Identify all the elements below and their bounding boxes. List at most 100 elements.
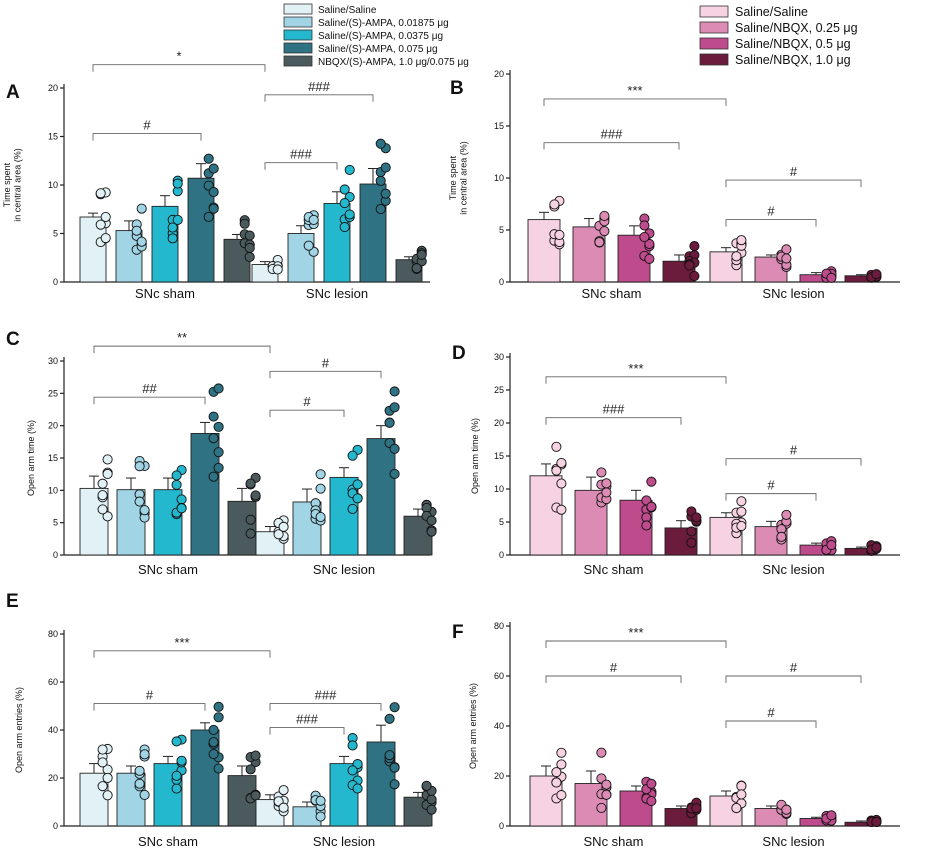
data-point-E-g1-s2-4 xyxy=(347,740,358,751)
data-point-D-g1-s1-6 xyxy=(776,531,787,542)
data-point-E-g1-s3-5 xyxy=(389,779,400,790)
data-point-F-g0-s0-3 xyxy=(556,759,567,770)
data-point-A-g1-s1-7 xyxy=(308,214,319,226)
significance-bracket-A-1 xyxy=(92,133,202,141)
data-point-E-g0-s0-2 xyxy=(97,757,108,768)
data-point-C-g0-s0-6 xyxy=(97,504,108,515)
significance-label-F-0: *** xyxy=(628,625,643,640)
y-tick-label-D-4: 20 xyxy=(494,418,504,428)
group-label-F-0: SNc sham xyxy=(584,834,644,849)
data-point-E-g0-s2-2 xyxy=(171,736,182,747)
data-point-D-g0-s2-5 xyxy=(646,476,657,487)
data-point-C-g1-s1-3 xyxy=(315,469,326,480)
data-point-C-g1-s2-2 xyxy=(347,450,358,461)
data-point-F-g0-s0-6 xyxy=(551,777,562,788)
data-point-C-g0-s3-2 xyxy=(208,433,219,444)
group-label-A-0: SNc sham xyxy=(135,286,195,301)
legend-left: Saline/Saline Saline/(S)-AMPA, 0.01875 μg… xyxy=(283,3,469,68)
significance-label-B-3: # xyxy=(767,204,775,219)
legend-left-swatch-0 xyxy=(283,3,313,15)
data-point-E-g1-s4-7 xyxy=(426,804,437,815)
significance-label-C-3: # xyxy=(303,394,311,409)
y-tick-label-B-2: 10 xyxy=(494,173,504,183)
data-point-A-g1-s0-7 xyxy=(272,264,283,275)
panel-B: B Time spentin central area (%) 0 5 10 15 20 SN… xyxy=(448,69,900,301)
legend-right-label-3: Saline/NBQX, 1.0 μg xyxy=(735,53,851,67)
data-point-E-g0-s1-4 xyxy=(134,765,145,776)
data-point-F-g1-s0-3 xyxy=(736,780,747,792)
significance-label-C-0: ** xyxy=(177,330,187,345)
data-point-E-g0-s4-5 xyxy=(250,790,261,801)
data-point-B-g0-s0-6 xyxy=(549,199,560,210)
data-point-B-g0-s2-2 xyxy=(639,220,650,231)
data-point-B-g1-s2-7 xyxy=(826,272,837,283)
data-point-E-g0-s2-7 xyxy=(176,755,187,766)
significance-bracket-E-2 xyxy=(269,703,382,711)
y-axis-label-D: Open arm time (%) xyxy=(470,418,480,494)
panel-letter-E: E xyxy=(6,591,19,612)
bar-D-g0-s0 xyxy=(529,475,563,556)
data-point-A-g0-s1-3 xyxy=(136,203,147,214)
data-point-D-g1-s0-3 xyxy=(736,506,747,517)
y-axis-label-line1-B: Time spent xyxy=(448,155,458,200)
legend-right-label-2: Saline/NBQX, 0.5 μg xyxy=(735,37,851,51)
data-point-C-g0-s3-1 xyxy=(213,462,224,473)
panel-E: E Open arm entries (%) 0 20 40 60 80 SNc sham SN… xyxy=(6,591,437,849)
data-point-E-g0-s3-6 xyxy=(208,749,219,760)
panel-letter-A: A xyxy=(6,82,20,103)
data-point-C-g0-s2-0 xyxy=(171,479,182,490)
y-tick-label-A-3: 15 xyxy=(48,132,58,142)
data-point-B-g0-s3-7 xyxy=(689,271,700,282)
data-point-A-g0-s3-6 xyxy=(203,211,214,222)
bar-B-g0-s1 xyxy=(572,226,606,283)
legend-right-swatch-0 xyxy=(699,5,729,18)
y-tick-label-F-3: 60 xyxy=(494,671,504,681)
y-axis-label-F: Open arm entries (%) xyxy=(468,683,478,769)
panel-letter-C: C xyxy=(6,329,20,350)
significance-label-F-3: # xyxy=(767,705,775,720)
legend-left-label-4: NBQX/(S)-AMPA, 1.0 μg/0.075 μg xyxy=(318,57,469,68)
data-point-D-g0-s3-2 xyxy=(686,526,697,537)
y-axis-label-line2-B: in central area (%) xyxy=(459,141,469,215)
y-tick-label-F-0: 0 xyxy=(499,821,504,831)
data-point-F-g1-s1-7 xyxy=(781,804,792,815)
data-point-C-g0-s1-7 xyxy=(139,505,150,516)
data-point-A-g1-s3-4 xyxy=(375,138,386,149)
significance-label-E-3: ### xyxy=(296,712,318,727)
significance-bracket-E-0 xyxy=(93,650,271,658)
data-point-E-g1-s3-7 xyxy=(389,762,400,773)
y-tick-label-C-6: 30 xyxy=(48,356,58,366)
data-point-C-g0-s2-3 xyxy=(176,494,187,505)
data-point-B-g0-s3-5 xyxy=(689,241,700,252)
data-point-C-g0-s4-7 xyxy=(250,490,261,501)
data-point-A-g1-s2-3 xyxy=(344,164,355,175)
group-label-A-1: SNc lesion xyxy=(306,286,368,301)
significance-label-F-1: # xyxy=(610,660,618,675)
bar-B-g0-s0 xyxy=(527,219,561,283)
bar-E-g0-s2 xyxy=(153,763,183,827)
data-point-C-g0-s0-4 xyxy=(97,478,108,489)
data-point-D-g1-s2-7 xyxy=(826,539,837,551)
data-point-C-g0-s3-4 xyxy=(208,471,219,482)
data-point-E-g0-s3-5 xyxy=(213,763,224,774)
data-point-F-g0-s2-5 xyxy=(646,795,657,807)
data-point-E-g0-s3-3 xyxy=(213,701,224,712)
legend-right-swatch-1 xyxy=(699,21,729,34)
y-tick-label-B-0: 0 xyxy=(499,277,504,287)
y-tick-label-A-2: 10 xyxy=(48,180,58,190)
data-point-F-g1-s0-7 xyxy=(736,789,747,800)
data-point-C-g0-s2-7 xyxy=(176,503,187,514)
significance-bracket-C-2 xyxy=(269,370,382,379)
data-point-C-g1-s1-1 xyxy=(315,483,326,494)
significance-bracket-D-3 xyxy=(725,493,817,501)
legend-right: Saline/Saline Saline/NBQX, 0.25 μg Saline/… xyxy=(699,5,858,67)
data-point-F-g0-s0-4 xyxy=(551,767,562,778)
data-point-A-g0-s1-7 xyxy=(136,236,147,247)
data-point-B-g1-s1-7 xyxy=(781,253,792,264)
significance-label-E-2: ### xyxy=(315,688,337,703)
data-point-B-g1-s0-6 xyxy=(731,251,742,262)
data-point-F-g1-s2-7 xyxy=(826,810,837,821)
y-tick-label-A-1: 5 xyxy=(53,229,58,239)
data-point-C-g1-s3-1 xyxy=(389,386,400,397)
data-point-A-g0-s2-6 xyxy=(167,222,178,233)
